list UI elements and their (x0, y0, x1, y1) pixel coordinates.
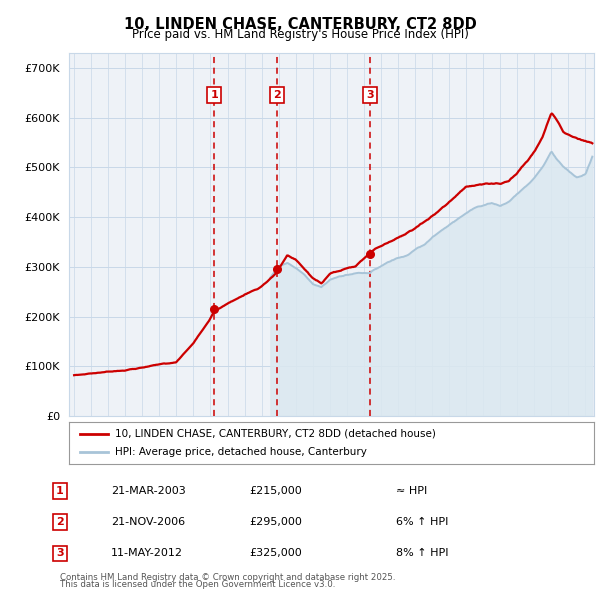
Text: Contains HM Land Registry data © Crown copyright and database right 2025.: Contains HM Land Registry data © Crown c… (60, 572, 395, 582)
Text: 1: 1 (56, 486, 64, 496)
Text: HPI: Average price, detached house, Canterbury: HPI: Average price, detached house, Cant… (115, 447, 367, 457)
Text: ≈ HPI: ≈ HPI (396, 486, 427, 496)
Text: Price paid vs. HM Land Registry's House Price Index (HPI): Price paid vs. HM Land Registry's House … (131, 28, 469, 41)
Text: 10, LINDEN CHASE, CANTERBURY, CT2 8DD (detached house): 10, LINDEN CHASE, CANTERBURY, CT2 8DD (d… (115, 429, 436, 439)
Text: £215,000: £215,000 (249, 486, 302, 496)
Text: 6% ↑ HPI: 6% ↑ HPI (396, 517, 448, 527)
Text: £325,000: £325,000 (249, 549, 302, 558)
Text: 8% ↑ HPI: 8% ↑ HPI (396, 549, 449, 558)
Text: 11-MAY-2012: 11-MAY-2012 (111, 549, 183, 558)
Text: 21-MAR-2003: 21-MAR-2003 (111, 486, 186, 496)
Text: 21-NOV-2006: 21-NOV-2006 (111, 517, 185, 527)
Text: 2: 2 (273, 90, 281, 100)
Text: 3: 3 (56, 549, 64, 558)
Text: 2: 2 (56, 517, 64, 527)
Text: 10, LINDEN CHASE, CANTERBURY, CT2 8DD: 10, LINDEN CHASE, CANTERBURY, CT2 8DD (124, 17, 476, 31)
Text: This data is licensed under the Open Government Licence v3.0.: This data is licensed under the Open Gov… (60, 580, 335, 589)
Text: 1: 1 (211, 90, 218, 100)
Text: £295,000: £295,000 (249, 517, 302, 527)
Text: 3: 3 (366, 90, 374, 100)
